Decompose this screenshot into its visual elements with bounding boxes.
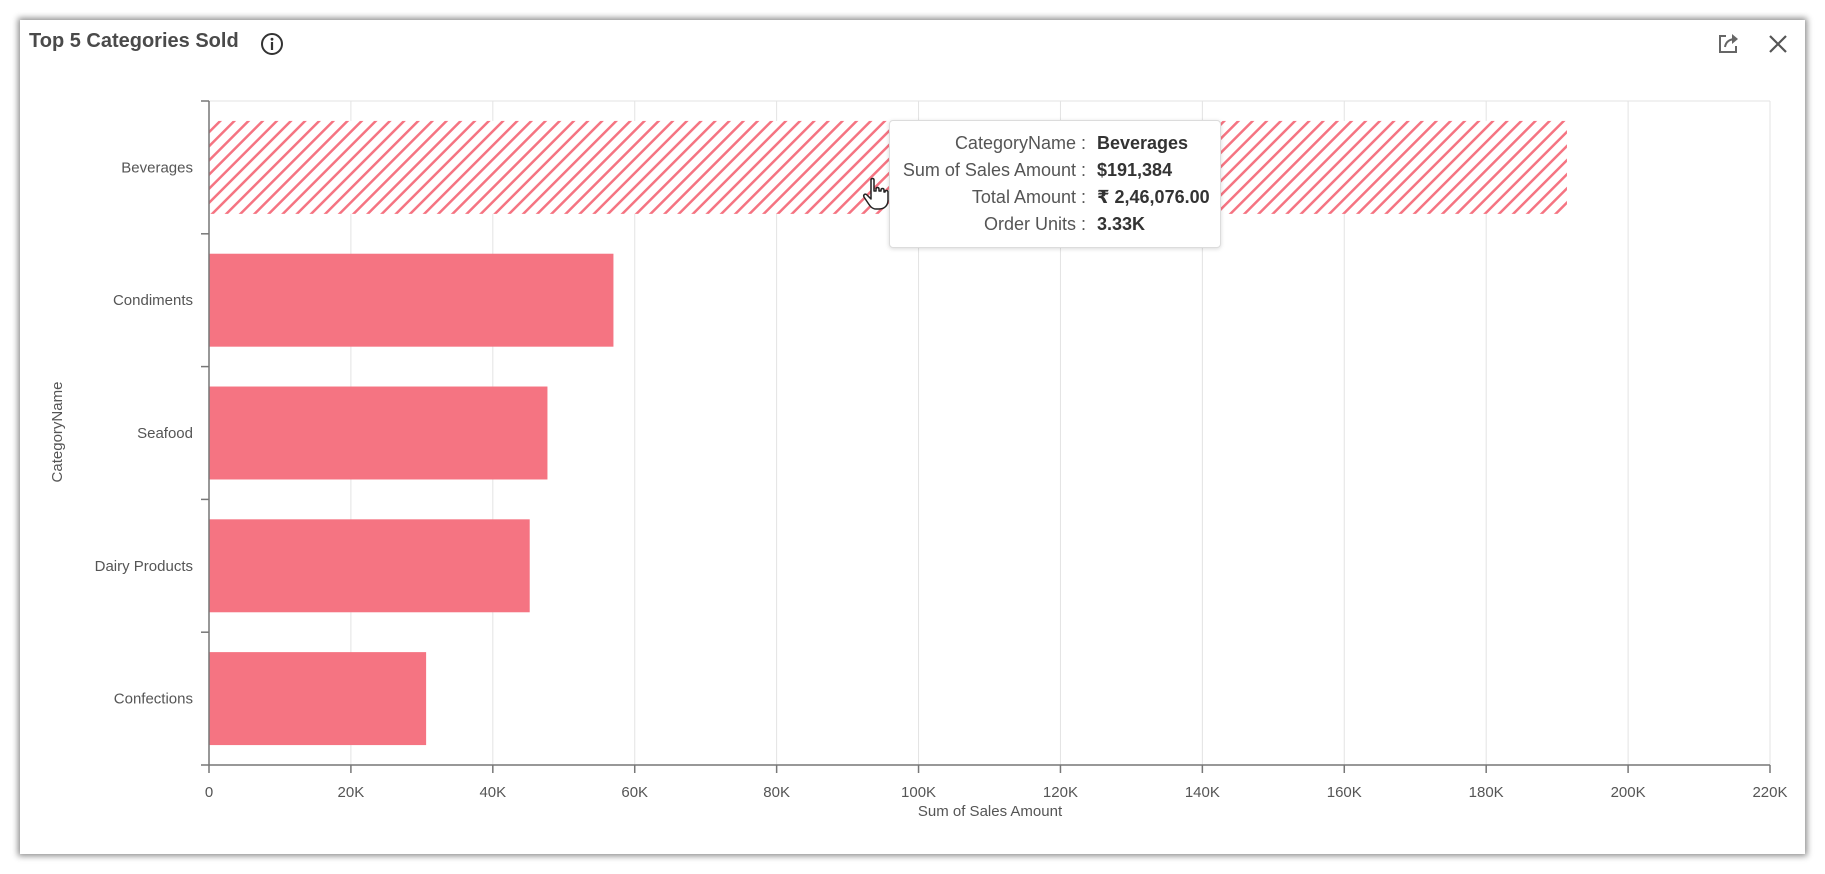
tooltip-value: ₹ 2,46,076.00	[1097, 187, 1210, 207]
tooltip: CategoryName : Beverages Sum of Sales Am…	[889, 120, 1221, 248]
bar-seafood[interactable]	[209, 386, 548, 480]
x-tick-label: 220K	[1752, 784, 1787, 801]
tooltip-value: 3.33K	[1097, 214, 1146, 234]
hand-cursor-icon	[863, 177, 889, 210]
tooltip-row: Order Units : 3.33K	[890, 214, 1220, 240]
x-tick-label: 180K	[1469, 784, 1504, 801]
x-tick-label: 40K	[479, 784, 506, 801]
bar-confections[interactable]	[209, 652, 427, 746]
tooltip-row: Total Amount : ₹ 2,46,076.00	[890, 187, 1220, 213]
y-tick-label: Condiments	[113, 292, 193, 309]
x-tick-label: 160K	[1327, 784, 1362, 801]
tooltip-row: CategoryName : Beverages	[890, 133, 1220, 159]
y-axis-title: CategoryName	[49, 382, 66, 483]
x-tick-label: 80K	[763, 784, 790, 801]
x-tick-label: 20K	[338, 784, 365, 801]
tooltip-value: Beverages	[1097, 133, 1189, 153]
tooltip-label: Order Units :	[983, 214, 1086, 234]
close-icon[interactable]	[1767, 33, 1789, 55]
tooltip-label: Total Amount :	[971, 187, 1086, 207]
bars	[209, 120, 1567, 746]
x-tick-label: 0	[205, 784, 213, 801]
y-tick-label: Confections	[114, 691, 193, 708]
x-tick-label: 140K	[1185, 784, 1220, 801]
info-icon[interactable]	[260, 32, 284, 56]
x-tick-labels: 0 20K 40K 60K 80K 100K 120K 140K 160K 180K 200K 220…	[205, 784, 1788, 801]
tooltip-row: Sum of Sales Amount : $191,384	[890, 160, 1220, 186]
chart-title: Top 5 Categories Sold	[29, 30, 239, 52]
x-tick-label: 60K	[621, 784, 648, 801]
y-tick-label: Seafood	[137, 425, 193, 442]
tooltip-label: CategoryName :	[954, 133, 1086, 153]
bar-dairy-products[interactable]	[209, 519, 530, 613]
export-icon[interactable]	[1716, 30, 1742, 56]
y-tick-label: Beverages	[121, 159, 193, 176]
axes	[201, 100, 1771, 773]
x-tick-label: 100K	[901, 784, 936, 801]
tooltip-value: $191,384	[1097, 160, 1173, 180]
y-tick-label: Dairy Products	[95, 558, 193, 575]
x-tick-label: 120K	[1043, 784, 1078, 801]
x-axis-title: Sum of Sales Amount	[918, 803, 1063, 820]
x-tick-label: 200K	[1611, 784, 1646, 801]
bar-condiments[interactable]	[209, 253, 614, 347]
y-tick-labels: Beverages Condiments Seafood Dairy Products…	[95, 159, 193, 707]
tooltip-label: Sum of Sales Amount :	[902, 160, 1086, 180]
